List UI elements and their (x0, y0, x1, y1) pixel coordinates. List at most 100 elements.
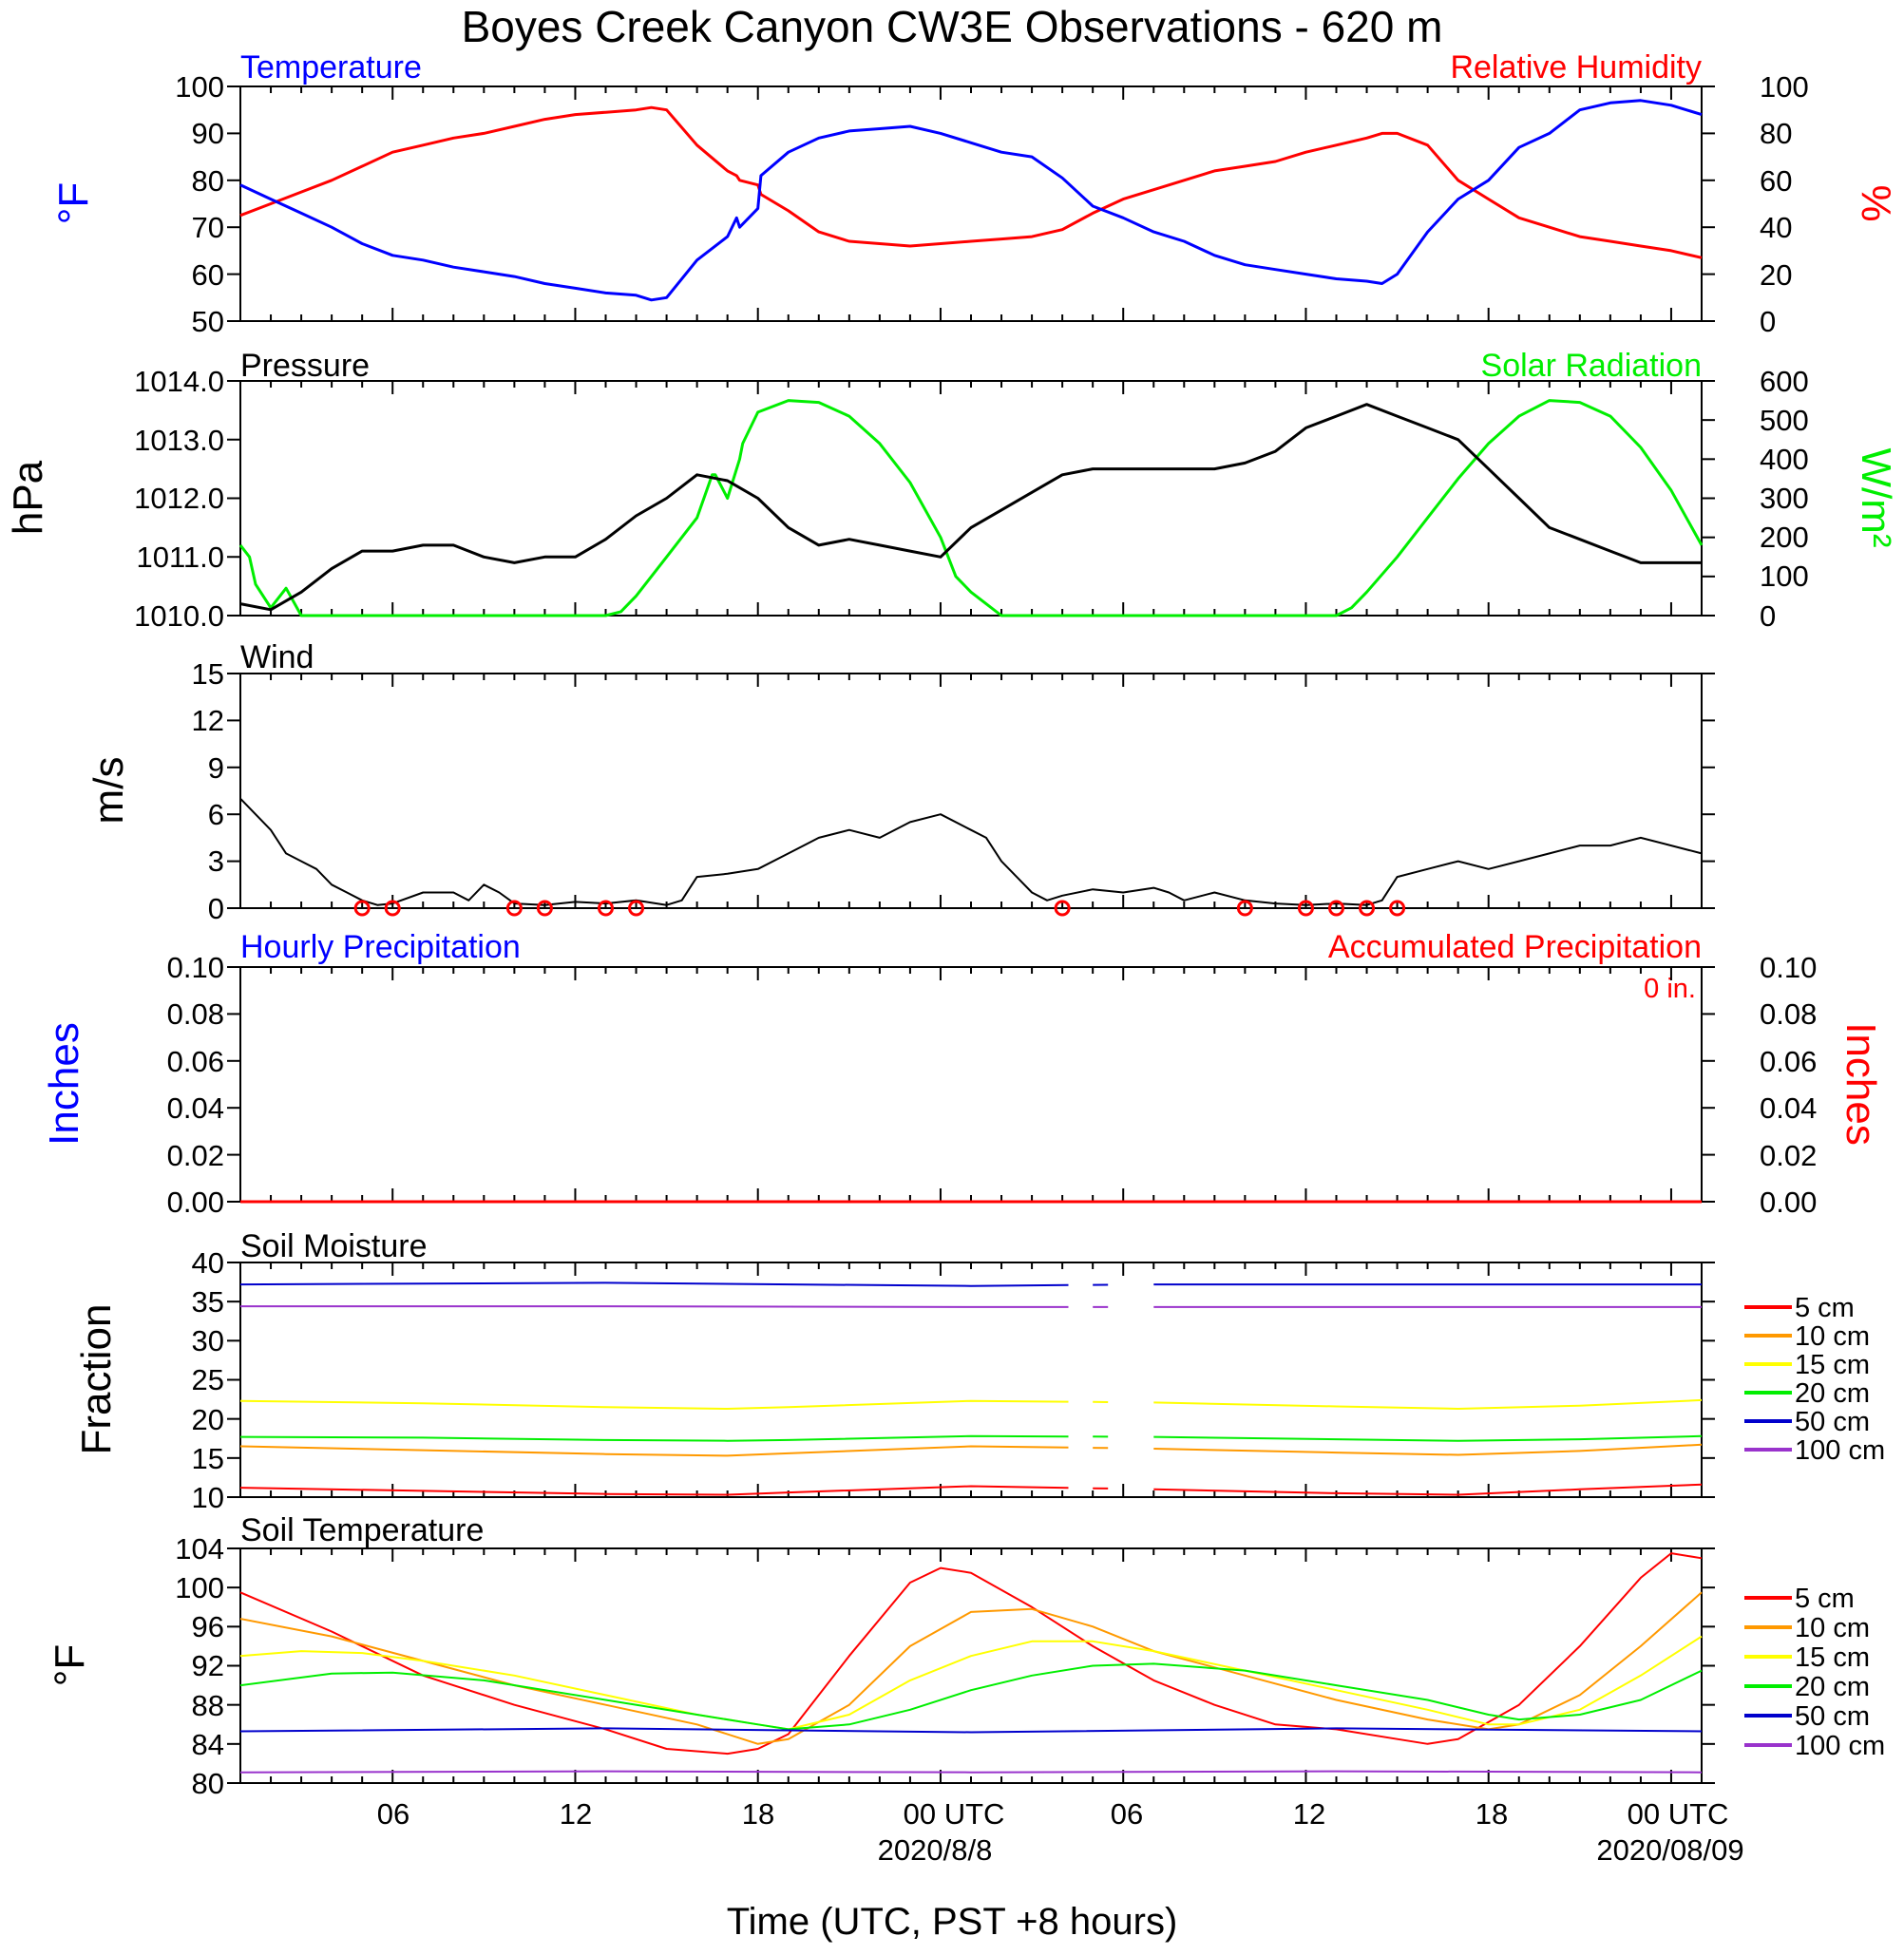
solar-right-ticks: 0 100 200 300 400 500 600 (1760, 365, 1809, 633)
calm-wind-marker (1359, 900, 1376, 917)
soil-moisture-tick-label: 40 (192, 1246, 224, 1280)
precip-right-ticks: 0.00 0.02 0.04 0.06 0.08 0.10 (1760, 951, 1817, 1219)
pressure-line (239, 403, 1702, 612)
soil-temperature-tick-label: 80 (192, 1767, 224, 1800)
soil-moisture-line (239, 1485, 1069, 1496)
wind-panel-label: Wind (240, 639, 314, 675)
precip-tick-label: 0.10 (167, 951, 224, 984)
accum-precip-axis-unit: Inches (1837, 1022, 1884, 1146)
time-tick-label: 00 UTC (1628, 1797, 1729, 1831)
precip-tick-label: 0.08 (167, 997, 224, 1031)
soil-moisture-line (240, 1305, 1069, 1308)
legend-label: 20 cm (1795, 1378, 1870, 1409)
precip-right-tick-label: 0.08 (1760, 997, 1817, 1031)
calm-wind-marker (628, 900, 645, 917)
soil-moisture-panel-label: Soil Moisture (240, 1228, 428, 1264)
wind-tick-label: 0 (208, 892, 224, 925)
temperature-tick-label: 60 (192, 258, 224, 292)
temperature-plot-frame (239, 85, 1703, 322)
legend-label: 10 cm (1795, 1321, 1870, 1352)
pressure-left-ticks: 1010.0 1011.0 1012.0 1013.0 1014.0 (134, 365, 224, 633)
precip-right-tick-label: 0.06 (1760, 1045, 1817, 1078)
solar-tick-label: 500 (1760, 404, 1809, 437)
wind-plot-frame (239, 673, 1703, 909)
wind-tick-label: 3 (208, 845, 224, 878)
soil-temperature-line (239, 1727, 1703, 1734)
humidity-tick-label: 100 (1760, 70, 1809, 104)
calm-wind-marker (353, 900, 371, 917)
soil-temperature-legend: 5 cm 10 cm 15 cm 20 cm 50 cm 100 cm (1744, 1584, 1885, 1761)
legend-label: 100 cm (1795, 1435, 1885, 1466)
solar-tick-label: 400 (1760, 443, 1809, 476)
wind-tick-label: 15 (192, 657, 224, 691)
time-tick-sublabel: 2020/8/8 (878, 1833, 993, 1867)
soil-moisture-tick-label: 20 (192, 1403, 224, 1436)
time-tick-label: 12 (560, 1797, 592, 1831)
humidity-tick-label: 40 (1760, 211, 1792, 244)
soil-temperature-plot-frame (239, 1547, 1703, 1784)
soil-moisture-line (1153, 1398, 1703, 1410)
calm-wind-marker (384, 900, 401, 917)
temperature-tick-label: 90 (192, 117, 224, 150)
precip-tick-label: 0.06 (167, 1045, 224, 1078)
temperature-tick-label: 100 (175, 70, 224, 104)
wind-axis-unit: m/s (86, 757, 132, 825)
temperature-tick-label: 70 (192, 211, 224, 244)
time-axis-labels: 06 12 18 00 UTC 2020/8/8 06 12 18 00 UTC… (377, 1797, 1744, 1867)
legend-label: 5 cm (1795, 1584, 1855, 1614)
precip-tick-label: 0.02 (167, 1139, 224, 1172)
pressure-tick-label: 1013.0 (134, 424, 224, 457)
calm-wind-marker (536, 900, 553, 917)
soil-moisture-plot-frame (239, 1262, 1703, 1498)
precip-tick-label: 0.00 (167, 1186, 224, 1219)
time-tick-label: 06 (377, 1797, 409, 1831)
temperature-line (239, 99, 1703, 302)
soil-temperature-tick-label: 88 (192, 1689, 224, 1722)
precipitation-panel: Hourly Precipitation Accumulated Precipi… (41, 929, 1884, 1219)
time-tick-sublabel: 2020/08/09 (1596, 1833, 1743, 1867)
accum-precip-total: 0 in. (1644, 974, 1696, 1004)
precip-tick-label: 0.04 (167, 1091, 224, 1125)
soil-moisture-legend: 5 cm 10 cm 15 cm 20 cm 50 cm 100 cm (1744, 1293, 1885, 1466)
pressure-tick-label: 1014.0 (134, 365, 224, 398)
soil-temperature-line (239, 1770, 1703, 1774)
solar-radiation-line (238, 399, 1704, 617)
wind-tick-label: 9 (208, 751, 224, 785)
data-marks (227, 85, 1715, 1784)
solar-tick-label: 200 (1760, 521, 1809, 554)
legend-label: 20 cm (1795, 1672, 1870, 1702)
legend-label: 50 cm (1795, 1407, 1870, 1437)
legend-label: 100 cm (1795, 1731, 1885, 1761)
temperature-panel: Temperature Relative Humidity °F % 50 60… (50, 49, 1899, 338)
pressure-panel-label: Pressure (240, 348, 370, 384)
wind-left-ticks: 0 3 6 9 12 15 (192, 657, 224, 925)
humidity-tick-label: 80 (1760, 117, 1792, 150)
calm-wind-marker (505, 900, 523, 917)
calm-wind-marker (1297, 900, 1314, 917)
humidity-line (239, 105, 1703, 259)
legend-label: 10 cm (1795, 1613, 1870, 1643)
precip-left-ticks: 0.00 0.02 0.04 0.06 0.08 0.10 (167, 951, 224, 1219)
legend-label: 15 cm (1795, 1350, 1870, 1380)
humidity-right-ticks: 0 20 40 60 80 100 (1760, 70, 1809, 338)
solar-tick-label: 300 (1760, 482, 1809, 515)
humidity-panel-label: Relative Humidity (1450, 49, 1702, 85)
humidity-axis-unit: % (1853, 184, 1899, 221)
time-tick-label: 00 UTC (904, 1797, 1005, 1831)
legend-label: 50 cm (1795, 1701, 1870, 1732)
time-tick-label: 12 (1293, 1797, 1325, 1831)
solar-axis-unit: W/m² (1853, 447, 1899, 547)
soil-moisture-left-ticks: 10 15 20 25 30 35 40 (192, 1246, 224, 1514)
soil-moisture-panel: Soil Moisture Fraction 10 15 20 25 30 35… (73, 1228, 1885, 1514)
humidity-tick-label: 20 (1760, 258, 1792, 292)
soil-temperature-left-ticks: 80 84 88 92 96 100 104 (175, 1532, 224, 1800)
calm-wind-marker (1236, 900, 1253, 917)
calm-wind-marker (1389, 900, 1406, 917)
solar-tick-label: 600 (1760, 365, 1809, 398)
hourly-precip-axis-unit: Inches (41, 1022, 87, 1146)
soil-moisture-tick-label: 30 (192, 1324, 224, 1357)
soil-temperature-tick-label: 92 (192, 1649, 224, 1682)
legend-label: 5 cm (1795, 1293, 1855, 1323)
temperature-panel-label: Temperature (240, 49, 422, 85)
